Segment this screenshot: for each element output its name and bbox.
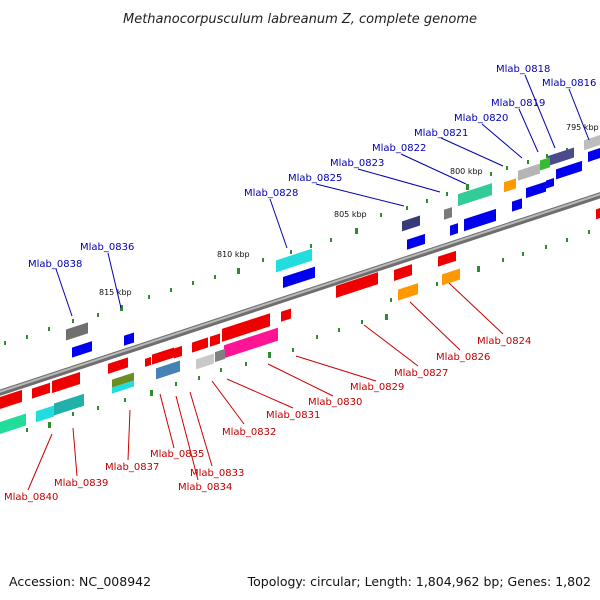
gene-block xyxy=(72,341,92,358)
gene-label-mlab-0833[interactable]: Mlab_0833 xyxy=(190,468,244,479)
gene-block xyxy=(52,372,80,394)
gene-block xyxy=(32,382,50,399)
gene-block xyxy=(281,308,291,322)
gene-block xyxy=(512,198,522,212)
gene-block xyxy=(407,233,425,250)
gene-label-mlab-0827[interactable]: Mlab_0827 xyxy=(394,368,448,379)
map-title: Methanocorpusculum labreanum Z, complete… xyxy=(123,12,477,27)
gene-block xyxy=(54,393,84,416)
gene-label-mlab-0831[interactable]: Mlab_0831 xyxy=(266,410,320,421)
gene-label-mlab-0834[interactable]: Mlab_0834 xyxy=(178,482,232,493)
gene-block xyxy=(458,183,492,207)
gene-block xyxy=(584,133,600,151)
top-leader-lines xyxy=(55,74,590,317)
gene-block xyxy=(548,147,574,166)
gene-block xyxy=(112,380,134,394)
gene-block xyxy=(402,215,420,232)
gene-block xyxy=(222,313,270,342)
gene-block xyxy=(108,357,128,374)
gene-block xyxy=(36,405,54,423)
gene-block xyxy=(526,181,546,199)
gene-block xyxy=(546,177,554,189)
gene-label-mlab-0837[interactable]: Mlab_0837 xyxy=(105,462,159,473)
bottom-gene-labels: Mlab_0824 Mlab_0826 Mlab_0827 Mlab_0829 … xyxy=(4,336,531,503)
kbp-label: 810 kbp xyxy=(217,250,250,259)
kbp-label: 795 kbp xyxy=(566,123,599,132)
gene-block xyxy=(174,345,182,359)
gene-label-mlab-0826[interactable]: Mlab_0826 xyxy=(436,352,490,363)
gene-block xyxy=(192,337,208,353)
top-gene-labels: Mlab_0818 Mlab_0816 Mlab_0819 Mlab_0820 … xyxy=(28,64,596,270)
gene-block xyxy=(196,353,214,370)
gene-label-mlab-0825[interactable]: Mlab_0825 xyxy=(288,173,342,184)
gene-block xyxy=(518,163,540,181)
gene-label-mlab-0832[interactable]: Mlab_0832 xyxy=(222,427,276,438)
gene-label-mlab-0828[interactable]: Mlab_0828 xyxy=(244,188,298,199)
gene-block xyxy=(66,322,88,341)
gene-label-mlab-0820[interactable]: Mlab_0820 xyxy=(454,113,508,124)
gene-label-mlab-0836[interactable]: Mlab_0836 xyxy=(80,242,134,253)
gene-block xyxy=(124,332,134,346)
gene-label-mlab-0818[interactable]: Mlab_0818 xyxy=(496,64,550,75)
gene-block xyxy=(444,207,452,220)
gene-block xyxy=(0,389,22,411)
gene-block xyxy=(210,333,220,347)
kbp-label: 805 kbp xyxy=(334,210,367,219)
gene-label-mlab-0819[interactable]: Mlab_0819 xyxy=(491,98,545,109)
gene-block xyxy=(224,327,278,359)
gene-block xyxy=(442,268,460,286)
gene-label-mlab-0822[interactable]: Mlab_0822 xyxy=(372,143,426,154)
gene-block xyxy=(504,178,516,193)
gene-block xyxy=(540,157,550,171)
gene-label-mlab-0816[interactable]: Mlab_0816 xyxy=(542,78,596,89)
gene-block xyxy=(215,348,225,363)
reverse-strand-genes xyxy=(0,205,600,436)
gene-block xyxy=(394,264,412,281)
gene-block xyxy=(0,413,26,436)
gene-block xyxy=(398,283,418,301)
gene-block xyxy=(336,272,378,298)
genome-info-text: Topology: circular; Length: 1,804,962 bp… xyxy=(247,574,591,589)
kbp-label: 800 kbp xyxy=(450,167,483,176)
gene-block xyxy=(556,160,582,180)
gene-label-mlab-0821[interactable]: Mlab_0821 xyxy=(414,128,468,139)
gene-label-mlab-0839[interactable]: Mlab_0839 xyxy=(54,478,108,489)
kbp-labels: 795 kbp 800 kbp 805 kbp 810 kbp 815 kbp xyxy=(99,123,599,297)
genome-backbone xyxy=(0,192,600,396)
gene-label-mlab-0840[interactable]: Mlab_0840 xyxy=(4,492,58,503)
accession-text: Accession: NC_008942 xyxy=(9,574,151,589)
forward-strand-genes xyxy=(66,133,600,358)
gene-label-mlab-0835[interactable]: Mlab_0835 xyxy=(150,449,204,460)
gene-block xyxy=(283,266,315,289)
bottom-leader-lines xyxy=(27,282,504,491)
gene-block xyxy=(152,347,174,365)
gene-block xyxy=(438,250,456,267)
gene-block xyxy=(145,356,151,367)
gene-block xyxy=(464,208,496,232)
kbp-label: 815 kbp xyxy=(99,288,132,297)
gene-label-mlab-0824[interactable]: Mlab_0824 xyxy=(477,336,531,347)
gene-label-mlab-0829[interactable]: Mlab_0829 xyxy=(350,382,404,393)
gene-label-mlab-0830[interactable]: Mlab_0830 xyxy=(308,397,362,408)
gene-block xyxy=(588,145,600,162)
gene-block xyxy=(596,205,600,220)
gene-label-mlab-0823[interactable]: Mlab_0823 xyxy=(330,158,384,169)
gene-block xyxy=(112,372,134,388)
gene-label-mlab-0838[interactable]: Mlab_0838 xyxy=(28,259,82,270)
gene-block xyxy=(156,360,180,380)
gene-block xyxy=(276,248,312,273)
gene-block xyxy=(450,223,458,236)
